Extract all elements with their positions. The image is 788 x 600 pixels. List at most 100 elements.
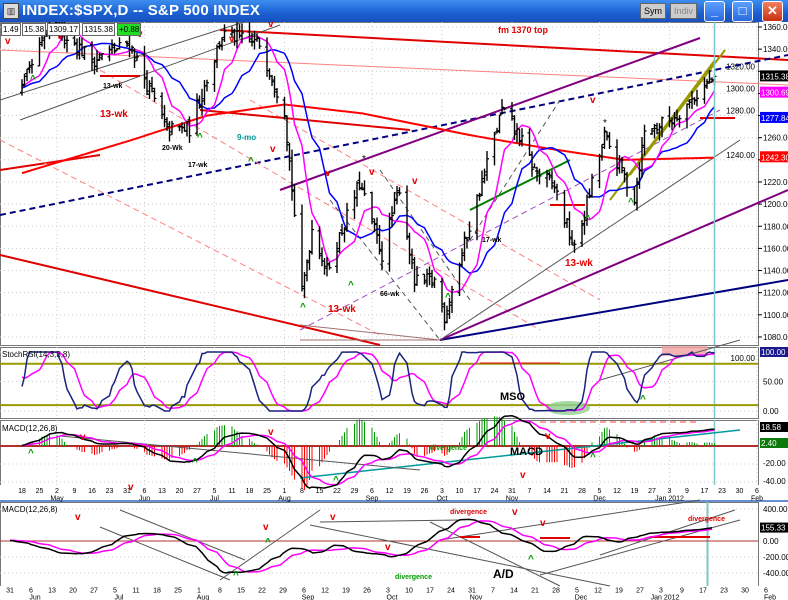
price-tick-label: 1300.00 xyxy=(726,84,755,93)
price-bar xyxy=(395,185,399,205)
sell-marker: v xyxy=(540,518,546,529)
bottom-axis-day-label: 28 xyxy=(552,588,560,595)
price-bar xyxy=(372,218,377,233)
ad-trend-line xyxy=(319,519,461,523)
annotation-label: fm 1370 top xyxy=(498,25,549,35)
price-bar xyxy=(75,38,79,60)
price-bar xyxy=(467,221,472,240)
price-bar xyxy=(282,96,287,120)
price-bar xyxy=(337,232,342,254)
trend-line xyxy=(439,139,741,341)
stoch-tick-label: 100.00 xyxy=(731,354,756,363)
price-bar xyxy=(152,87,157,102)
annotation-label: 66-wk xyxy=(380,291,400,298)
ad-trend-line xyxy=(309,524,611,587)
price-tick-label: 1260.00 xyxy=(763,134,788,143)
price-bar xyxy=(195,93,199,136)
bottom-axis-day-label: 6 xyxy=(302,588,306,595)
price-bar xyxy=(422,273,427,285)
price-bar xyxy=(457,262,462,297)
ad-signal-line xyxy=(10,520,713,573)
price-bar xyxy=(410,248,414,270)
ad-tick-label: 400.00 xyxy=(763,505,788,514)
bottom-axis-day-label: 19 xyxy=(615,588,623,595)
price-bar xyxy=(80,38,84,57)
ad-tick-label: -200.00 xyxy=(763,553,788,562)
price-bar xyxy=(162,104,167,128)
price-bar xyxy=(310,219,314,255)
buy-marker: ^ xyxy=(348,280,354,291)
top-axis-day-label: 29 xyxy=(351,488,359,495)
stoch-line xyxy=(21,350,715,412)
buy-marker: ^ xyxy=(333,475,339,486)
price-bar xyxy=(170,120,174,135)
price-bar xyxy=(460,248,464,268)
maximize-icon[interactable]: □ xyxy=(732,1,753,22)
price-bar xyxy=(695,89,699,107)
price-bar xyxy=(290,149,294,201)
price-bar xyxy=(27,61,32,74)
bottom-axis-day-label: 9 xyxy=(680,588,684,595)
top-axis-month-label: Jul xyxy=(210,496,219,503)
title-bar[interactable]: ▥ INDEX:$SPX,D -- S&P 500 INDEX Sym Indi… xyxy=(0,0,788,22)
price-bar xyxy=(555,183,559,201)
annotation-label: divergence xyxy=(430,445,467,452)
price-tick-label: 1340.00 xyxy=(763,45,788,54)
stoch-tick-label: 50.00 xyxy=(763,378,784,387)
price-bar xyxy=(445,305,449,324)
buy-marker: ^ xyxy=(265,537,271,548)
price-bar xyxy=(327,262,332,270)
macd-panel xyxy=(0,420,759,486)
top-axis-day-label: 21 xyxy=(561,488,569,495)
price-bar xyxy=(465,237,469,249)
top-axis-day-label: 17 xyxy=(701,488,709,495)
price-bar xyxy=(497,114,502,134)
close-icon[interactable]: ✕ xyxy=(762,1,783,22)
bottom-axis-day-label: 23 xyxy=(720,588,728,595)
minimize-icon[interactable]: _ xyxy=(704,1,725,22)
sell-marker: v xyxy=(268,19,274,30)
price-bar xyxy=(625,171,629,197)
price-bar xyxy=(90,41,94,71)
price-bar xyxy=(587,188,592,199)
ma-mid-value-label-bg xyxy=(760,111,788,123)
bottom-axis-day-label: 27 xyxy=(90,588,98,595)
macd-tick-label: -40.00 xyxy=(763,477,786,486)
window-title: INDEX:$SPX,D -- S&P 500 INDEX xyxy=(22,2,261,19)
price-bar xyxy=(692,97,697,105)
bottom-axis-month-label: Oct xyxy=(387,595,398,600)
bottom-axis-day-label: 7 xyxy=(491,588,495,595)
ad-value-bg xyxy=(760,522,788,533)
hist-value-label: 2.40 xyxy=(761,439,777,448)
price-bar xyxy=(222,24,227,42)
price-bar xyxy=(132,48,137,68)
quote-change: +0.88 xyxy=(117,23,142,36)
price-bar xyxy=(37,37,42,67)
price-bar xyxy=(142,45,147,89)
bottom-axis-month-label: Jul xyxy=(115,595,124,600)
sell-marker: v xyxy=(270,144,276,155)
price-tick-label: 1120.00 xyxy=(763,289,788,298)
price-bar xyxy=(230,26,234,38)
top-axis-day-label: 12 xyxy=(613,488,621,495)
price-bar xyxy=(657,123,662,141)
annotation-label: 13-wk xyxy=(565,258,593,269)
price-bar xyxy=(545,169,549,188)
trend-line xyxy=(0,254,381,346)
price-bar xyxy=(130,45,134,54)
price-bar xyxy=(705,78,709,89)
price-tick-label: 1140.00 xyxy=(763,267,788,276)
top-axis-day-label: 9 xyxy=(73,488,77,495)
indiv-button[interactable]: Indiv xyxy=(670,3,698,19)
price-bar xyxy=(605,131,609,141)
bottom-axis-day-label: 25 xyxy=(174,588,182,595)
price-bar xyxy=(502,107,507,111)
sell-marker: v xyxy=(229,34,235,45)
sell-marker: v xyxy=(325,168,331,179)
price-bar xyxy=(607,132,612,149)
sym-button[interactable]: Sym xyxy=(640,3,666,19)
ad-value-label: 155.33 xyxy=(761,524,786,533)
price-bar xyxy=(580,219,584,247)
bottom-axis-month-label: Aug xyxy=(197,595,210,600)
top-axis-day-label: 6 xyxy=(143,488,147,495)
